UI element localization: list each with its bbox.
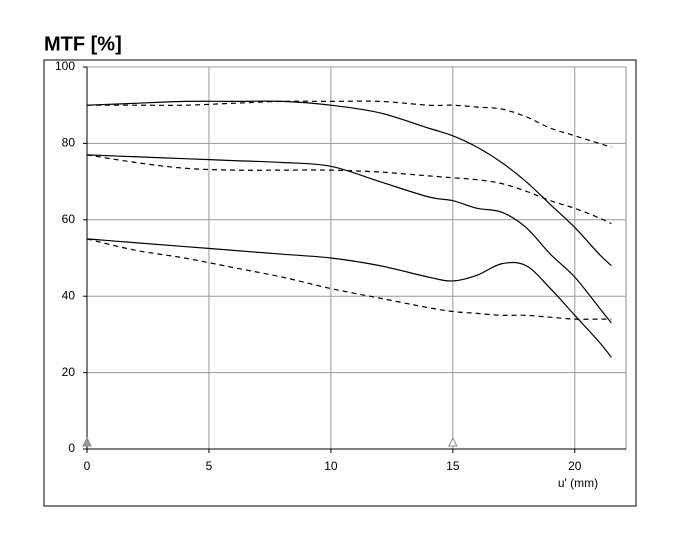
x-tick-label: 20 <box>568 459 582 473</box>
field-marker <box>448 436 458 447</box>
mtf-line <box>86 154 612 225</box>
y-tick-label: 0 <box>68 441 75 455</box>
field-marker <box>82 436 92 447</box>
chart-title: MTF [%] <box>44 33 122 55</box>
x-tick-label: 15 <box>446 459 460 473</box>
y-tick-label: 100 <box>55 59 75 73</box>
x-axis-label: u' (mm) <box>558 476 598 490</box>
x-tick-label: 10 <box>324 459 338 473</box>
x-tick-label: 5 <box>206 459 213 473</box>
y-tick-label: 40 <box>62 288 76 302</box>
chart-frame <box>43 59 637 507</box>
mtf-line <box>86 100 612 267</box>
mtf-line <box>86 238 612 320</box>
x-tick-label: 0 <box>84 459 91 473</box>
y-tick-label: 20 <box>62 365 76 379</box>
mtf-line <box>86 154 612 324</box>
y-tick-label: 60 <box>62 212 76 226</box>
y-tick-label: 80 <box>62 136 76 150</box>
mtf-line <box>86 238 612 358</box>
plot-area <box>86 66 627 450</box>
mtf-line <box>87 100 612 148</box>
